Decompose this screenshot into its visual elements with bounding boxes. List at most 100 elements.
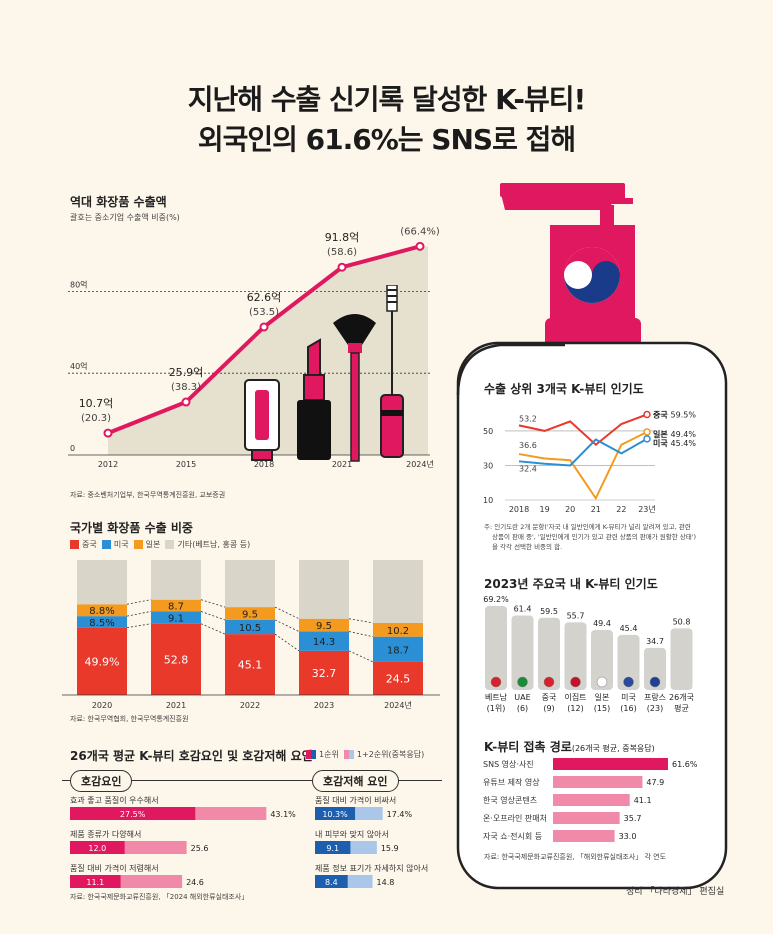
factor-rank1-label: 11.1 <box>86 878 104 887</box>
factors-legend: 1순위 1+2순위(중복응답) <box>306 749 424 760</box>
pop-flag-icon <box>649 676 661 688</box>
share-segment-label: 9.1 <box>168 614 184 625</box>
pop-bar <box>617 634 640 690</box>
route-title-main: K-뷰티 접촉 경로 <box>484 740 572 754</box>
export-x-tick: 2024년 <box>406 459 434 469</box>
export-x-tick: 2012 <box>98 460 118 469</box>
export-grid-label: 40억 <box>70 361 88 371</box>
top3-note-1: 주: 인기도란 2개 문항('자국 내 일반인에게 K-뷰티가 널리 알려져 있… <box>484 523 691 531</box>
export-point <box>181 397 191 407</box>
pop-category: UAE <box>514 693 530 702</box>
bottle-graphic <box>456 183 728 890</box>
export-subtitle: 괄호는 중소기업 수출액 비중(%) <box>70 213 180 222</box>
top3-series-end-value: 45.4% <box>671 439 697 448</box>
share-connector <box>200 611 226 621</box>
share-segment-label: 9.5 <box>242 610 258 621</box>
factor-bar-rank1 <box>315 875 348 888</box>
share-segment-label: 10.2 <box>387 626 409 637</box>
top3-y-tick: 10 <box>483 496 493 505</box>
route-bar <box>553 830 615 842</box>
share-segment-label: 45.1 <box>238 659 263 672</box>
legend-us-swatch <box>101 540 111 549</box>
share-bar-segment <box>373 560 423 623</box>
pop-category: 프랑스 <box>644 692 666 702</box>
pop-rank: (6) <box>517 704 528 713</box>
share-segment-label: 9.5 <box>316 621 332 632</box>
pop-rank: (15) <box>594 704 610 713</box>
share-connector <box>126 599 152 605</box>
pop-rank: 평균 <box>674 703 689 713</box>
pop-value-label: 69.2% <box>483 595 509 604</box>
share-bar-segment <box>299 650 349 695</box>
factor-rank1-label: 8.4 <box>325 878 338 887</box>
factors-title: 26개국 평균 K-뷰티 호감요인 및 호감저해 요인 <box>70 749 313 763</box>
route-category: 온·오프라인 판매처 <box>483 813 547 823</box>
share-bar-segment <box>373 661 423 695</box>
headline-line1: 지난해 수출 신기록 달성한 K-뷰티! <box>187 83 587 116</box>
top3-end-label: 일본 49.4% <box>653 429 696 439</box>
top3-series-name: 일본 <box>653 429 671 439</box>
pop-rank: (9) <box>543 704 554 713</box>
share-bar-segment <box>225 560 275 608</box>
legend-rank1-swatch-blue <box>311 750 316 759</box>
export-value-label: 62.6억 <box>247 291 282 304</box>
factors-divider <box>62 780 442 781</box>
cosmetics-illustration <box>244 285 404 462</box>
share-bar-segment <box>77 627 127 695</box>
share-source: 자료: 한국무역협회, 한국무역통계진흥원 <box>70 715 189 723</box>
share-x-tick: 2020 <box>92 701 112 710</box>
pop-rank: (1위) <box>487 704 506 713</box>
factor-category: 내 피부와 맞지 않아서 <box>315 829 389 839</box>
share-segment-label: 8.5% <box>89 618 114 629</box>
top3-x-tick: 23년 <box>638 504 656 514</box>
share-connector <box>274 606 300 620</box>
top3-x-tick: 21 <box>591 505 601 514</box>
export-point <box>103 428 113 438</box>
top3-series-line <box>518 437 648 467</box>
factor-category: 품질 대비 가격이 비싸서 <box>315 795 396 805</box>
share-bar-segment <box>151 623 201 695</box>
top3-series-end-value: 49.4% <box>671 430 697 439</box>
pop-flag-icon <box>543 676 555 688</box>
route-value-label: 47.9 <box>646 778 664 787</box>
share-x-tick: 2021 <box>166 701 186 710</box>
top3-series-line <box>518 431 648 501</box>
tag-negative: 호감저해 요인 <box>312 770 399 792</box>
route-bar-chart: SNS 영상·사진 61.6% 유튜브 제작 영상 47.9 한국 영상콘텐츠 41.1 온… <box>483 758 698 842</box>
share-connector <box>200 599 226 608</box>
share-bar-segment <box>77 616 127 628</box>
share-connector <box>274 619 300 632</box>
pop-rank: (12) <box>567 704 583 713</box>
factor-category: 품질 대비 가격이 저렴해서 <box>70 863 159 873</box>
top3-x-tick: 2018 <box>509 505 529 514</box>
top3-series-name: 중국 <box>653 411 671 420</box>
share-bar-segment <box>225 634 275 695</box>
pop-category: 미국 <box>621 693 636 702</box>
share-connector <box>126 623 152 629</box>
pop-value-label: 50.8 <box>673 617 691 626</box>
legend-china-swatch <box>70 540 79 549</box>
legend-japan-swatch <box>133 540 143 549</box>
share-segment-label: 24.5 <box>386 672 411 685</box>
export-x-tick: 2018 <box>254 460 274 469</box>
pop-value-label: 49.4 <box>593 619 611 628</box>
factor-rank12-label: 15.9 <box>381 844 399 853</box>
factor-bar-rank1 <box>70 841 125 854</box>
pop-flag-icon <box>517 676 528 688</box>
route-value-label: 33.0 <box>619 832 637 841</box>
factor-rank1-label: 12.0 <box>88 844 106 853</box>
share-bar-segment <box>151 599 201 612</box>
share-x-tick: 2023 <box>314 701 334 710</box>
top3-end-label: 중국 59.5% <box>653 411 696 420</box>
factor-rank12-label: 24.6 <box>186 878 204 887</box>
share-stacked-bar-chart: 49.9% 8.5%8.8% 2020 52.8 9.18.7 2021 45.1 10.5 9… <box>62 560 440 710</box>
share-bar-segment <box>225 619 275 635</box>
credit: 정리 「나라경제」 편집실 <box>626 887 725 897</box>
pop-rank: (23) <box>647 704 663 713</box>
factor-bar-rank1 <box>315 807 356 820</box>
export-share-label: (66.4%) <box>400 226 440 237</box>
pop-bar <box>538 617 560 690</box>
share-segment-label: 8.8% <box>89 606 114 617</box>
share-connector <box>348 631 374 638</box>
share-bar-segment <box>299 631 349 651</box>
